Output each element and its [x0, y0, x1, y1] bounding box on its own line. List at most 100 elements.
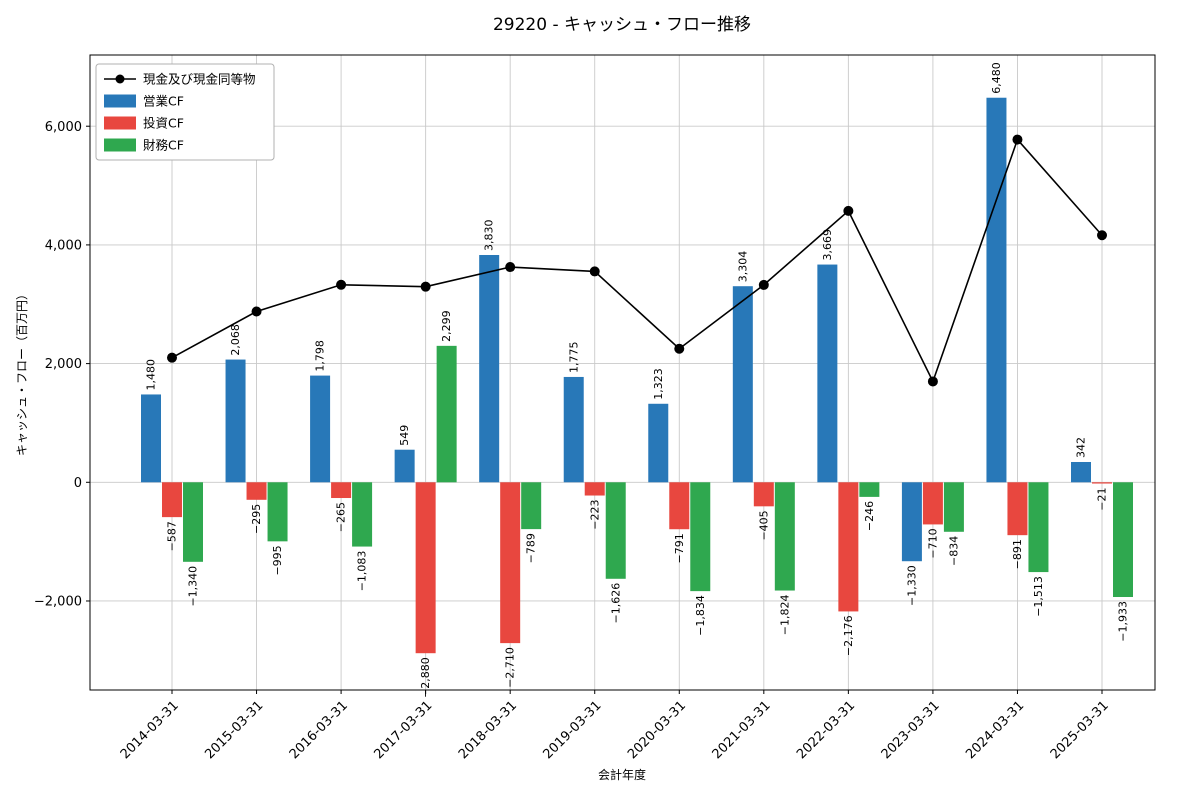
x-tick-label: 2024-03-31: [963, 698, 1027, 762]
legend-patch: [104, 138, 136, 152]
bar: [986, 97, 1007, 483]
bar-value-label: −2,880: [419, 657, 432, 698]
bar-value-label: −246: [863, 501, 876, 531]
cash-line-layer: [167, 134, 1107, 387]
cash-line-marker: [420, 281, 431, 292]
bar: [267, 482, 288, 542]
cash-line-marker: [1097, 230, 1107, 241]
bar-value-label: 3,830: [483, 219, 496, 251]
bar: [838, 482, 859, 612]
x-tick-label: 2022-03-31: [794, 698, 858, 762]
bar-value-label: 1,480: [145, 359, 158, 391]
x-tick-label: 2020-03-31: [625, 698, 689, 762]
bar-series-営業CF: 1,480 2,068 1,798 549 3,830 1,775 1,323 3,304 3,…: [141, 62, 1091, 606]
bar-value-label: −1,330: [905, 565, 918, 606]
bar-value-label: −587: [166, 521, 179, 551]
x-tick-label: 2016-03-31: [287, 698, 351, 762]
bar: [310, 375, 331, 483]
bar: [732, 286, 753, 483]
cash-line-marker: [843, 205, 854, 216]
bar: [331, 482, 352, 499]
cash-line-marker: [167, 352, 177, 363]
legend-marker-sample: [115, 74, 125, 84]
bar-value-label: 549: [398, 425, 411, 446]
cash-line-marker: [589, 266, 600, 277]
cash-line-marker: [927, 376, 938, 387]
cash-line-marker: [336, 279, 347, 290]
x-axis-title: 会計年度: [598, 767, 646, 782]
cash-line-marker: [251, 306, 262, 317]
bar: [584, 482, 605, 496]
bar-value-label: 342: [1075, 437, 1088, 458]
bar-value-label: −1,626: [609, 583, 622, 624]
bar-value-label: 2,299: [440, 310, 453, 342]
bar-value-label: 2,068: [229, 324, 242, 356]
legend-label: 財務CF: [143, 137, 184, 152]
bar-series-投資CF: −587 −295 −265 −2,880 −2,710 −223 −791 −405 −2,1…: [162, 482, 1112, 698]
bar-value-label: 1,798: [314, 340, 327, 372]
bar: [943, 482, 964, 532]
bar: [521, 482, 542, 530]
bar-series-layer: 1,480 2,068 1,798 549 3,830 1,775 1,323 3,304 3,…: [141, 62, 1133, 698]
bar: [162, 482, 182, 518]
cash-line-marker: [758, 279, 769, 290]
x-tick-label: 2021-03-31: [710, 698, 774, 762]
y-tick-label: 4,000: [45, 238, 82, 253]
bar: [859, 482, 880, 497]
bar-value-label: −1,340: [187, 566, 200, 607]
x-tick-label: 2017-03-31: [371, 698, 435, 762]
bar: [648, 403, 669, 483]
bar: [817, 264, 838, 483]
bar: [246, 482, 267, 500]
plot-border: [89, 54, 1156, 691]
bar: [1113, 482, 1133, 598]
bar-value-label: −710: [926, 528, 939, 558]
bar-series-財務CF: −1,340 −995 −1,083 2,299 −789 −1,626 −1,834 −1,…: [183, 310, 1133, 642]
bar-value-label: 3,304: [736, 251, 749, 283]
cash-line-marker: [1012, 134, 1023, 145]
bar-value-label: −834: [947, 536, 960, 566]
bar-value-label: −789: [525, 533, 538, 563]
y-tick-label: 0: [74, 476, 82, 491]
bar: [605, 482, 626, 579]
bar-value-label: −2,176: [842, 615, 855, 656]
x-tick-label: 2014-03-31: [118, 698, 182, 762]
x-tick-label: 2025-03-31: [1048, 698, 1112, 762]
bar-value-label: −1,834: [694, 595, 707, 636]
bar: [183, 482, 203, 562]
legend-box: [95, 63, 275, 161]
bar: [1092, 482, 1112, 484]
bar: [394, 449, 415, 483]
bar-value-label: −1,824: [778, 595, 791, 636]
bar-value-label: 3,669: [821, 229, 834, 261]
bar: [1028, 482, 1049, 573]
x-tick-label: 2018-03-31: [456, 698, 520, 762]
bar-value-label: −1,513: [1032, 576, 1045, 617]
x-tick-label: 2015-03-31: [202, 698, 266, 762]
x-tick-label: 2019-03-31: [541, 698, 605, 762]
bar-value-label: −405: [757, 510, 770, 540]
legend-label: 投資CF: [143, 115, 184, 130]
bar: [415, 482, 436, 654]
bar: [669, 482, 690, 530]
bar-value-label: −891: [1011, 539, 1024, 569]
bar: [500, 482, 521, 644]
bar-value-label: −1,933: [1117, 601, 1130, 642]
bar: [753, 482, 774, 507]
bar: [352, 482, 373, 547]
y-tick-label: −2,000: [34, 595, 82, 610]
bar: [1071, 461, 1091, 483]
y-axis-title: キャッシュ・フロー（百万円）: [15, 288, 29, 456]
cash-line: [171, 138, 1103, 384]
y-tick-label: 6,000: [45, 120, 82, 135]
bar-value-label: −791: [673, 533, 686, 563]
bar-value-label: −1,083: [356, 551, 369, 592]
x-tick-label: 2023-03-31: [879, 698, 943, 762]
legend-label: 現金及び現金同等物: [143, 71, 256, 86]
bar: [901, 482, 922, 562]
bar: [774, 482, 795, 591]
cash-line-marker: [674, 343, 685, 354]
legend-patch: [104, 94, 136, 108]
